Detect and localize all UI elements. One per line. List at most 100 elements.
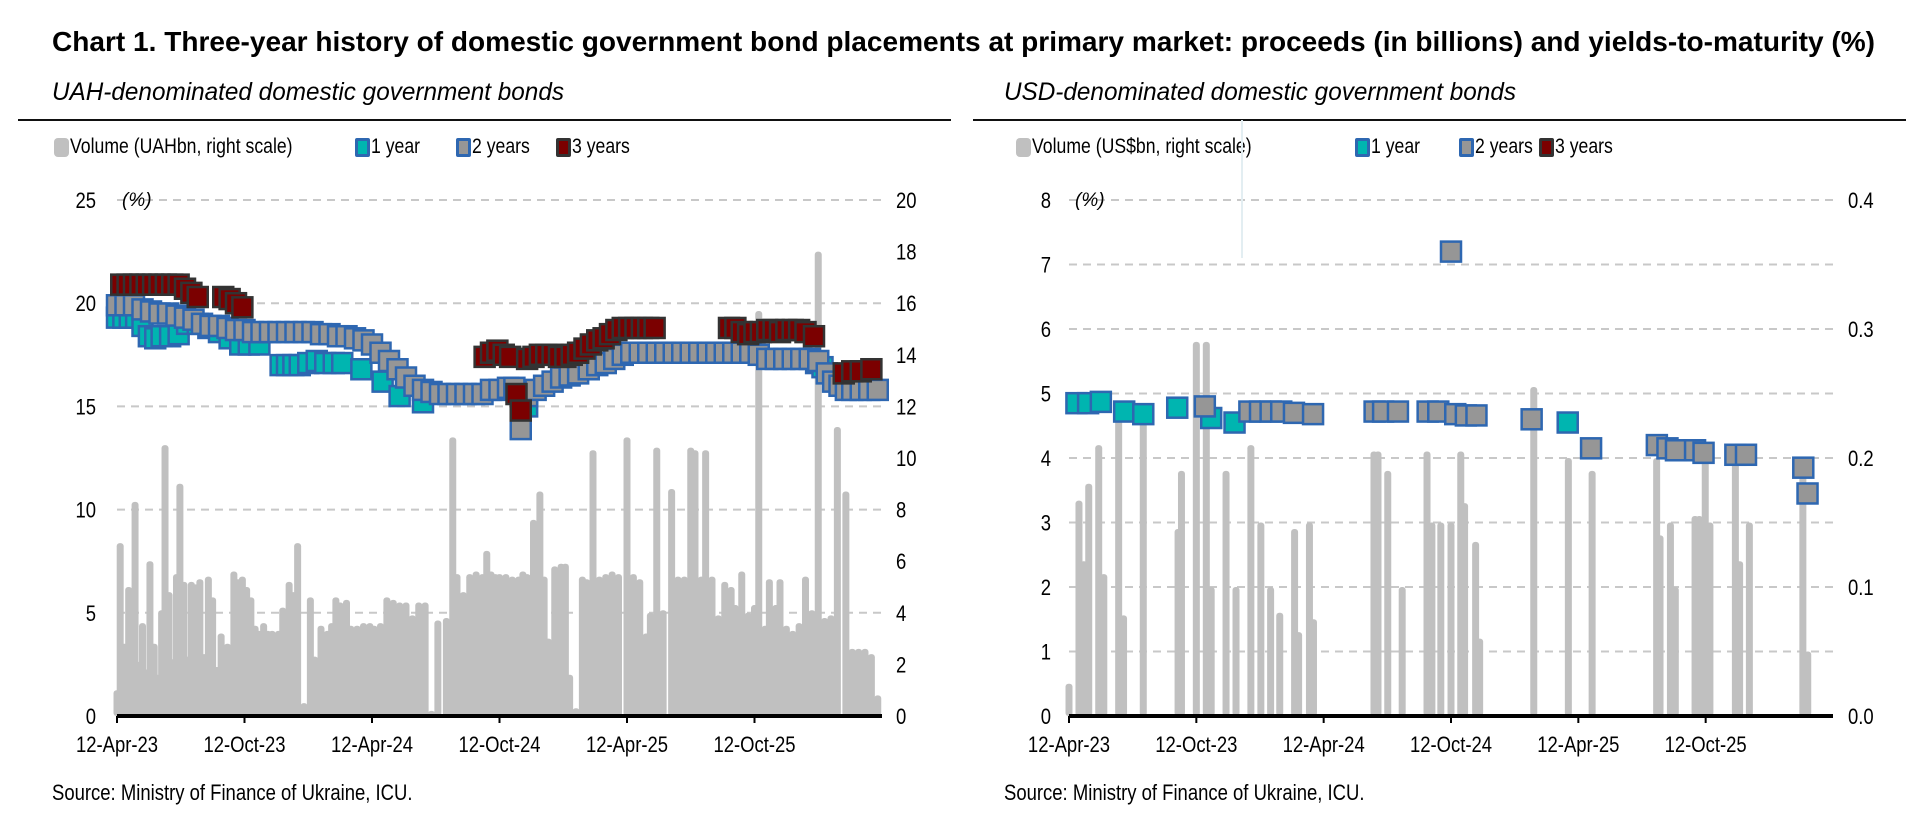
volume-bar	[1309, 619, 1317, 716]
volume-bar	[776, 579, 784, 716]
volume-bar	[755, 310, 763, 716]
volume-bar	[842, 491, 850, 716]
left-header-rule	[18, 119, 951, 121]
volume-bar	[855, 648, 863, 716]
volume-bar	[459, 592, 467, 716]
volume-bar	[744, 612, 752, 716]
x-tick-label: 12-Oct-25	[713, 734, 795, 758]
volume-bar	[680, 576, 688, 716]
volume-bar	[1656, 535, 1664, 716]
yield-2y-marker	[1579, 437, 1603, 460]
volume-bar	[317, 625, 325, 716]
volume-bar	[217, 633, 225, 716]
volume-bar	[311, 656, 319, 716]
left-legend: Volume (UAHbn, right scale) 1 year 2 yea…	[54, 135, 654, 161]
yield-2y-marker	[1520, 408, 1543, 431]
volume-bar	[453, 574, 461, 716]
yield-3y-marker	[643, 316, 666, 340]
volume-bar	[1139, 412, 1147, 716]
volume-bar	[279, 607, 287, 716]
volume-bar	[268, 630, 276, 716]
volume-bar	[502, 574, 510, 716]
y-left-tick-label: 5	[86, 602, 96, 626]
yield-2y-marker	[1692, 441, 1715, 465]
volume-bar	[636, 579, 644, 716]
y-right-tick-label: 4	[896, 602, 906, 626]
volume-bar	[472, 571, 480, 716]
yield-1y-marker	[1089, 390, 1113, 414]
y-left-tick-label: 8	[1041, 190, 1051, 214]
y-left-tick-label: 20	[75, 293, 96, 317]
y-right-tick-label: 8	[896, 499, 906, 523]
volume-bar	[131, 501, 139, 716]
volume-bar	[377, 623, 384, 716]
volume-bar	[1428, 522, 1436, 716]
volume-bar	[848, 648, 856, 716]
yield-3y-marker	[231, 296, 254, 319]
legend-label: 1 year	[1371, 135, 1421, 158]
right-legend: Volume (US$bn, right scale) 1 year 2 yea…	[1016, 135, 1636, 161]
volume-bar	[1588, 470, 1596, 716]
y-right-tick-label: 20	[896, 190, 917, 214]
volume-bar	[802, 576, 809, 716]
volume-bar	[668, 488, 676, 716]
volume-bar	[294, 543, 302, 716]
y-left-tick-label: 0	[86, 706, 96, 730]
volume-bar	[1384, 470, 1392, 716]
x-tick-label: 12-Oct-24	[458, 734, 540, 758]
volume-bar	[1222, 470, 1230, 716]
volume-bar	[336, 602, 344, 716]
volume-bar	[523, 574, 531, 716]
volume-swatch-icon	[54, 137, 69, 157]
volume-bar	[1100, 574, 1108, 716]
y-right-tick-label: 14	[896, 344, 917, 368]
yield-1y-marker	[1112, 400, 1136, 423]
volume-bar	[496, 574, 503, 716]
volume-bar	[721, 581, 729, 716]
legend-label: 3 years	[572, 135, 630, 158]
y-right-tick-label: 0.2	[1848, 448, 1874, 472]
legend-label: Volume (US$bn, right scale)	[1032, 135, 1252, 158]
volume-bar	[370, 625, 378, 716]
3y-swatch-icon	[556, 137, 571, 157]
x-tick-label: 12-Oct-23	[203, 734, 285, 758]
uah-chart: 0 5 10 15 20 25 0 2 4 6 8 10 12 14 16 18 20 (%) 12-Apr-23 1…	[75, 190, 916, 758]
volume-bar	[408, 615, 416, 716]
legend-item-1y: 1 year	[1355, 135, 1429, 159]
y-right-tick-label: 10	[896, 448, 917, 472]
volume-bar	[623, 437, 631, 716]
volume-bar	[646, 612, 654, 716]
x-tick-label: 12-Apr-24	[331, 734, 413, 758]
yield-2y-marker	[1664, 439, 1688, 462]
volume-bar	[602, 574, 610, 716]
1y-swatch-icon	[1355, 137, 1370, 157]
right-source-note: Source: Ministry of Finance of Ukraine, …	[1004, 780, 1433, 806]
volume-bar	[1247, 445, 1255, 716]
volume-bar	[1295, 632, 1303, 716]
volume-bar	[795, 623, 803, 716]
yield-1y-marker	[1556, 411, 1579, 434]
2y-swatch-icon	[456, 137, 471, 157]
volume-bar	[1799, 458, 1807, 716]
volume-bar	[1745, 522, 1753, 716]
x-tick-label: 12-Oct-23	[1155, 734, 1237, 758]
legend-label: Volume (UAHbn, right scale)	[70, 135, 293, 158]
y-left-tick-label: 4	[1041, 448, 1051, 472]
source-text: Source: Ministry of Finance of Ukraine, …	[1004, 780, 1365, 805]
volume-bar	[1267, 587, 1275, 716]
volume-bar	[595, 576, 603, 716]
volume-bar	[530, 519, 537, 716]
x-tick-label: 12-Apr-25	[586, 734, 668, 758]
volume-bar	[1207, 587, 1215, 716]
volume-bar	[125, 587, 133, 716]
left-source-note: Source: Ministry of Finance of Ukraine, …	[52, 780, 481, 806]
volume-bar	[360, 623, 367, 716]
right-subtitle-text: USD-denominated domestic government bond…	[1004, 78, 1516, 106]
volume-bar	[708, 576, 716, 716]
x-tick-label: 12-Apr-23	[76, 734, 158, 758]
volume-bar	[508, 576, 516, 716]
chart-title: Chart 1. Three-year history of domestic …	[52, 26, 1875, 58]
volume-bar	[867, 654, 875, 716]
volume-bar	[691, 450, 699, 716]
